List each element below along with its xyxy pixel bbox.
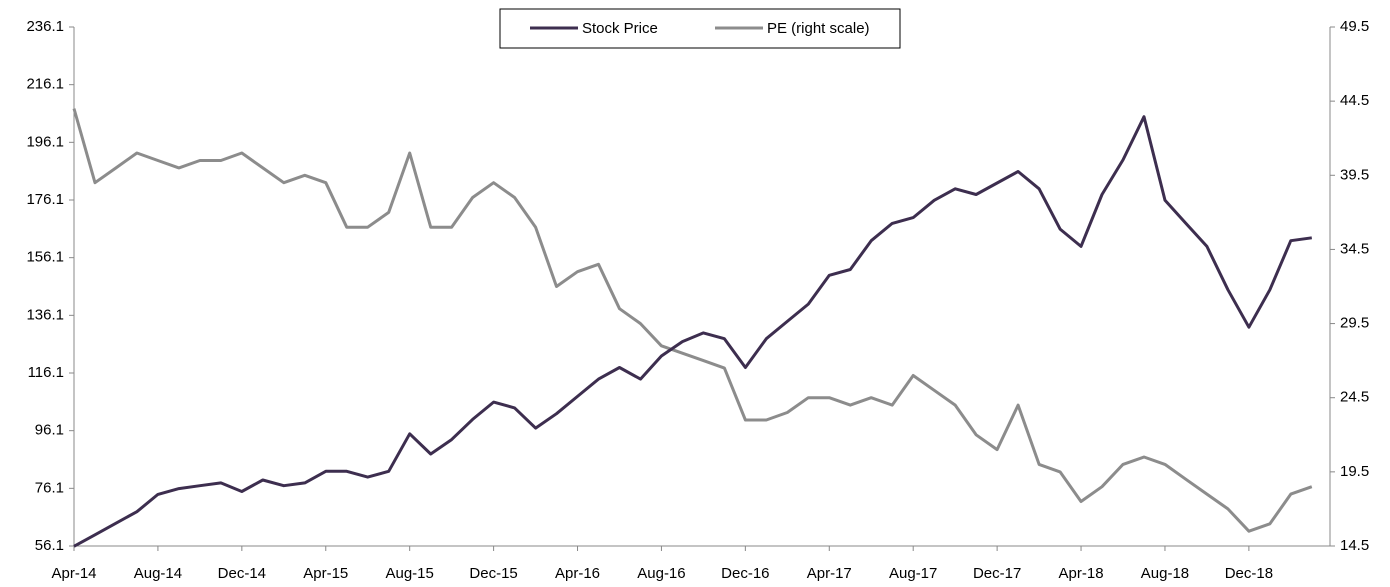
y2-tick-label: 39.5 (1340, 166, 1369, 183)
x-tick-label: Aug-16 (637, 565, 685, 582)
x-tick-label: Apr-17 (807, 565, 852, 582)
legend-label: Stock Price (582, 20, 658, 37)
x-tick-label: Apr-15 (303, 565, 348, 582)
y2-tick-label: 34.5 (1340, 240, 1369, 257)
y-tick-label: 136.1 (26, 306, 64, 323)
x-tick-label: Apr-18 (1059, 565, 1104, 582)
x-tick-label: Aug-18 (1141, 565, 1189, 582)
x-tick-label: Apr-14 (51, 565, 96, 582)
y2-tick-label: 29.5 (1340, 315, 1369, 332)
y-tick-label: 236.1 (26, 18, 64, 35)
x-tick-label: Dec-14 (218, 565, 266, 582)
y-tick-label: 56.1 (35, 537, 64, 554)
y2-tick-label: 14.5 (1340, 537, 1369, 554)
y2-tick-label: 24.5 (1340, 389, 1369, 406)
x-tick-label: Dec-18 (1225, 565, 1273, 582)
y-tick-label: 156.1 (26, 249, 64, 266)
y-tick-label: 196.1 (26, 133, 64, 150)
x-tick-label: Aug-15 (385, 565, 433, 582)
series-line (73, 115, 1313, 548)
y-tick-label: 216.1 (26, 76, 64, 93)
y-tick-label: 116.1 (28, 364, 64, 381)
x-tick-label: Aug-14 (134, 565, 182, 582)
x-tick-label: Dec-17 (973, 565, 1021, 582)
series-line (72, 108, 1313, 533)
y-tick-label: 176.1 (26, 191, 64, 208)
x-tick-label: Aug-17 (889, 565, 937, 582)
x-tick-label: Dec-15 (469, 565, 517, 582)
y2-tick-label: 19.5 (1340, 463, 1369, 480)
y-tick-label: 76.1 (35, 479, 64, 496)
y2-tick-label: 49.5 (1340, 18, 1369, 35)
y2-tick-label: 44.5 (1340, 92, 1369, 109)
y-tick-label: 96.1 (35, 422, 64, 439)
x-tick-label: Apr-16 (555, 565, 600, 582)
x-tick-label: Dec-16 (721, 565, 769, 582)
legend-label: PE (right scale) (767, 20, 870, 37)
